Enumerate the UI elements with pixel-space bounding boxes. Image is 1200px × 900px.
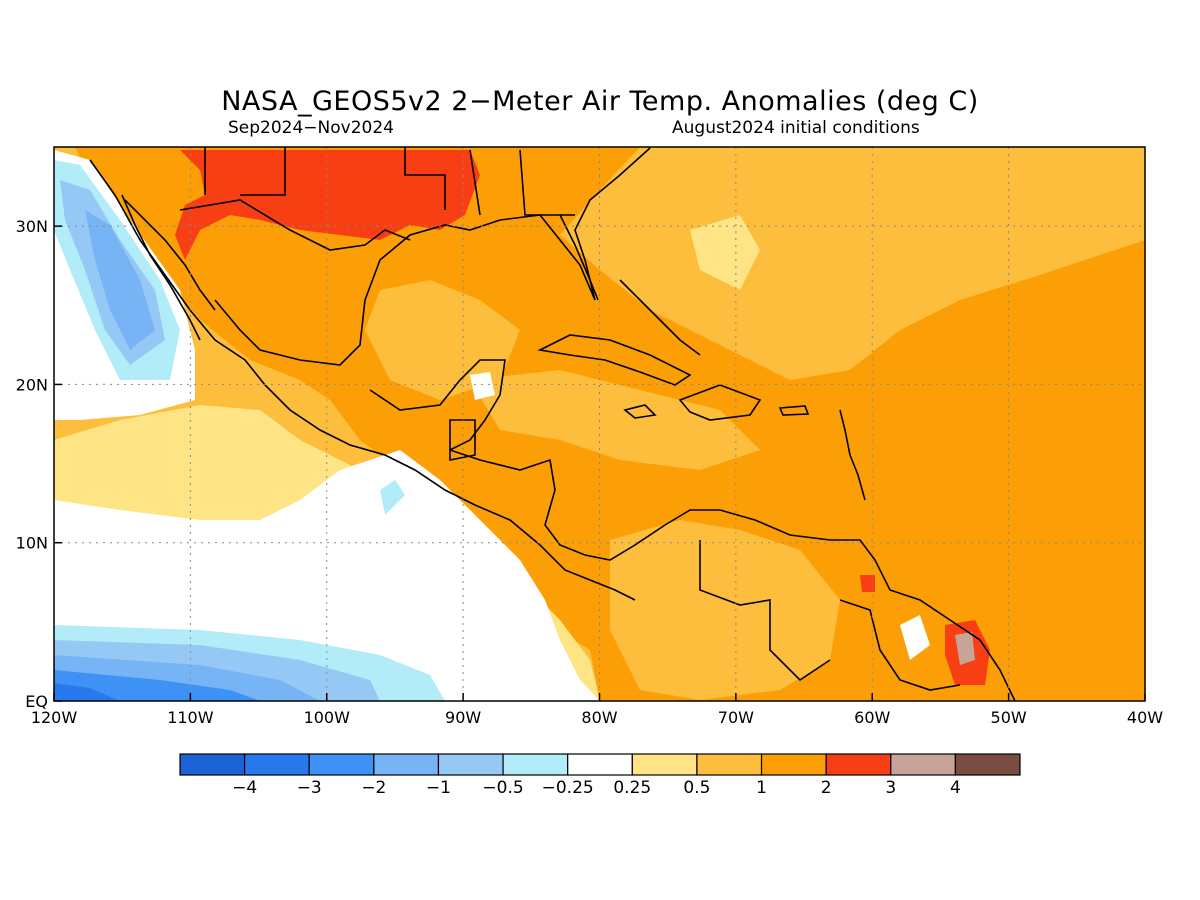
- colorbar-swatch: [631, 753, 698, 776]
- field-region-venezuela-warm: [860, 575, 875, 592]
- coastline-florida: [559, 214, 599, 301]
- field-speck-yucatan: [470, 372, 495, 400]
- coastline-bahamas: [619, 279, 701, 356]
- coastline-cuba: [537, 334, 692, 386]
- colorbar-swatch: [502, 753, 569, 776]
- lon-tick-label: 120W: [31, 708, 78, 727]
- field-region-atlantic-light: [560, 147, 1145, 380]
- lon-tick-label: 70W: [718, 708, 754, 727]
- field-speck-guiana: [900, 615, 930, 660]
- forecast-period: Sep2024−Nov2024: [228, 118, 394, 138]
- field-region-us-warm: [175, 150, 480, 260]
- graticule: [54, 147, 1145, 701]
- border-guyana: [839, 599, 961, 691]
- lat-tick-label: 30N: [16, 217, 48, 236]
- colorbar-swatch: [437, 753, 504, 776]
- colorbar-swatch: [244, 753, 310, 776]
- lon-tick-label: 50W: [991, 708, 1027, 727]
- colorbar-swatch: [373, 753, 440, 776]
- colorbar-label: 3: [885, 778, 896, 798]
- colorbar-swatch: [825, 753, 892, 776]
- colorbar-swatch: [696, 753, 763, 776]
- colorbar-label: 0.5: [683, 778, 710, 798]
- colorbar-swatch: [179, 753, 246, 776]
- border-guatemala: [449, 419, 476, 461]
- lat-tick-label: EQ: [25, 692, 48, 711]
- colorbar-swatch: [890, 753, 956, 776]
- border-colombia-venezuela: [699, 540, 831, 682]
- field-region-southamerica-light: [610, 520, 840, 700]
- lon-tick-label: 80W: [581, 708, 617, 727]
- lon-tick-label: 90W: [445, 708, 481, 727]
- colorbar: −4 −3 −2 −1 −0.5 −0.25 0.25 0.5 1 2 3 4: [179, 753, 1021, 798]
- colorbar-label: −2: [361, 778, 386, 798]
- field-speck-pacific: [380, 480, 405, 515]
- lon-tick-label: 40W: [1127, 708, 1163, 727]
- coastline-lesser-antilles: [839, 409, 866, 501]
- border-us-mexico: [179, 199, 411, 251]
- lon-tick-label: 100W: [304, 708, 351, 727]
- map-title: NASA_GEOS5v2 2−Meter Air Temp. Anomalies…: [221, 86, 979, 117]
- coastline-yucatan: [369, 359, 506, 451]
- lat-tick-label: 10N: [16, 534, 48, 553]
- colorbar-label: −3: [297, 778, 322, 798]
- lon-tick-label: 110W: [167, 708, 214, 727]
- coastline-central-america: [449, 449, 666, 561]
- colorbar-label: −1: [426, 778, 451, 798]
- initial-conditions: August2024 initial conditions: [672, 118, 920, 138]
- coastline-baja: [121, 194, 216, 341]
- colorbar-label: −0.5: [482, 778, 523, 798]
- lat-tick-label: 20N: [16, 375, 48, 394]
- coastline-gulf: [214, 147, 651, 366]
- field-region-guiana-hot: [955, 632, 975, 665]
- field-region-gulf-light: [365, 280, 520, 400]
- coastlines: [89, 147, 1016, 701]
- coastline-hispaniola: [678, 384, 762, 421]
- field-region-caribbean-light: [470, 370, 760, 470]
- coastline-jamaica: [623, 404, 657, 419]
- colorbar-swatch: [308, 753, 375, 776]
- field-region-baja-coldest: [85, 210, 155, 350]
- field-region-equator-coldest: [54, 683, 120, 701]
- coastline-mexico-pacific: [89, 159, 636, 601]
- colorbar-swatch: [954, 753, 1021, 776]
- coastline-puertorico: [778, 405, 810, 416]
- colorbar-label: 1: [756, 778, 767, 798]
- colorbar-label: 2: [821, 778, 832, 798]
- field-region-equator-colder: [54, 670, 260, 701]
- colorbar-label: −4: [232, 778, 257, 798]
- coastline-south-america: [664, 509, 1016, 701]
- colorbar-swatch: [567, 753, 633, 776]
- field-region-atlantic-pale: [690, 215, 760, 290]
- colorbar-label: −0.25: [542, 778, 594, 798]
- colorbar-label: 4: [950, 778, 961, 798]
- colorbar-swatch: [760, 753, 827, 776]
- colorbar-label: 0.25: [613, 778, 651, 798]
- border-us-states: [204, 147, 575, 216]
- lon-tick-label: 60W: [854, 708, 890, 727]
- axis-labels: 120W 110W 100W 90W 80W 70W 60W 50W 40W EQ 10N 20N 30…: [16, 217, 1164, 727]
